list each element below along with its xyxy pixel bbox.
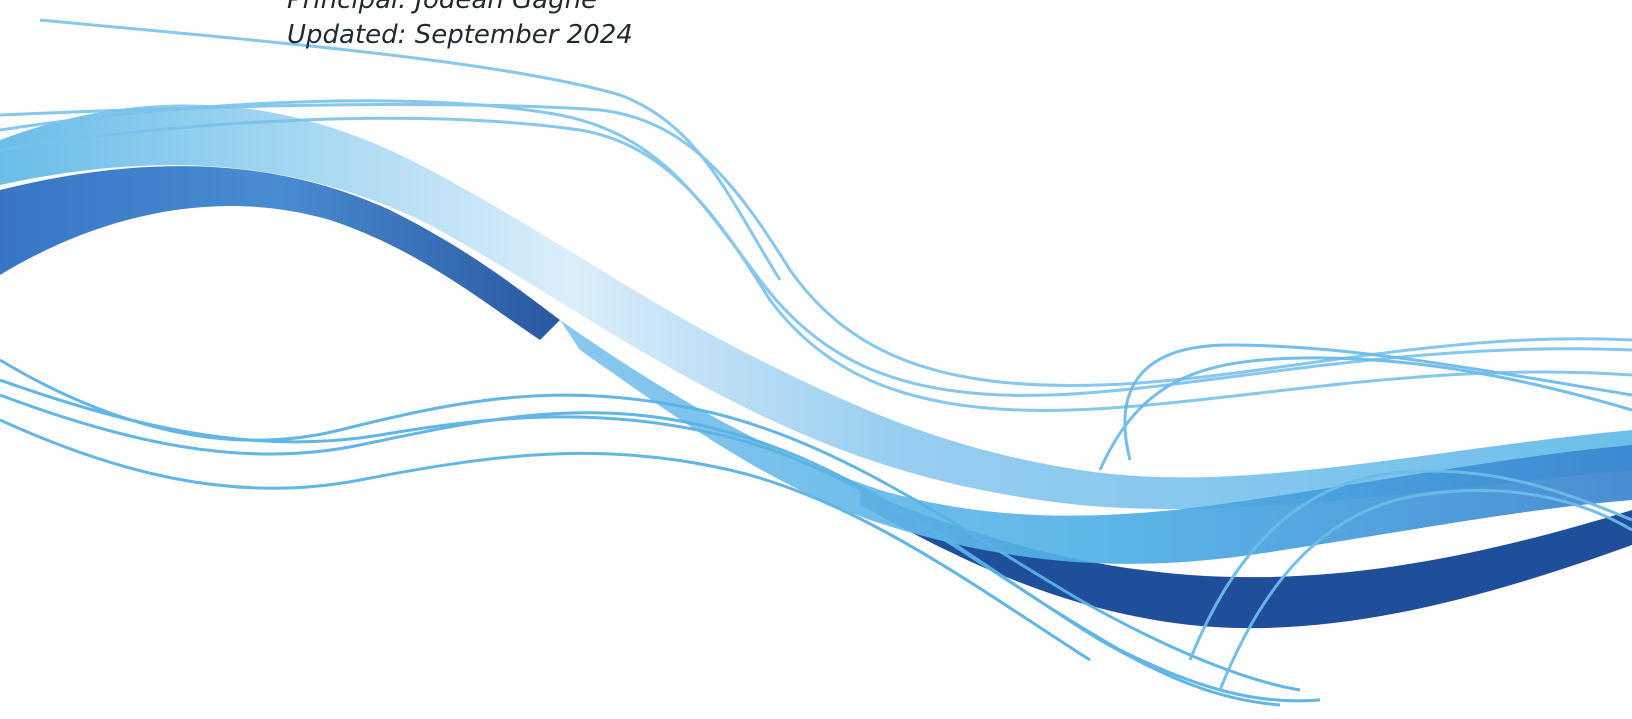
deep-ribbon-left	[0, 166, 560, 340]
right-lines	[1098, 343, 1632, 691]
upper-light-ribbon	[0, 104, 1632, 510]
principal-line: Principal: Jodean Gagne	[287, 0, 598, 15]
updated-line: Updated: September 2024	[287, 20, 633, 50]
deep-ribbon-right	[860, 490, 1632, 629]
upper-lines	[0, 18, 1632, 412]
lower-lines	[0, 358, 1321, 707]
